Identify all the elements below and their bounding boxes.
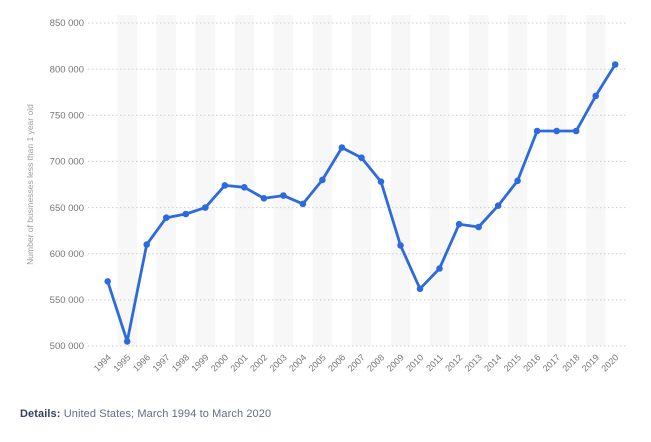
x-tick-label: 1994 [92, 352, 113, 373]
data-point-2009[interactable] [397, 242, 404, 249]
x-tick-label: 2016 [521, 352, 542, 373]
data-point-2015[interactable] [514, 177, 521, 185]
y-tick-label: 850 000 [50, 18, 84, 29]
details-text: United States; March 1994 to March 2020 [60, 408, 272, 420]
x-tick-label: 2001 [229, 352, 250, 373]
data-point-2011[interactable] [436, 265, 443, 272]
year-band [546, 15, 567, 346]
x-tick-label: 2020 [599, 352, 620, 373]
data-point-2016[interactable] [533, 127, 541, 135]
x-tick-label: 1995 [111, 352, 132, 373]
year-band [234, 15, 255, 346]
x-tick-label: 2005 [307, 352, 328, 373]
data-point-2005[interactable] [319, 176, 326, 184]
x-tick-label: 2018 [560, 352, 581, 373]
data-point-2012[interactable] [455, 220, 463, 228]
year-band [117, 15, 137, 346]
y-tick-label: 800 000 [50, 64, 84, 75]
x-tick-label: 2013 [463, 352, 484, 373]
y-tick-label: 500 000 [50, 341, 84, 352]
data-point-1995[interactable] [123, 338, 131, 345]
x-tick-label: 2000 [209, 352, 230, 373]
data-point-2018[interactable] [572, 127, 580, 135]
data-point-1996[interactable] [143, 241, 150, 248]
x-tick-label: 1997 [150, 352, 171, 373]
x-tick-label: 2017 [541, 352, 562, 373]
year-band [468, 15, 489, 346]
x-tick-label: 2002 [248, 352, 269, 373]
data-point-2000[interactable] [221, 182, 229, 189]
y-axis-title: Number of businesses less than 1 year ol… [25, 104, 35, 265]
year-band [156, 15, 177, 346]
line-chart: 850 000 800 000 750 000 700 000 650 000 600 0… [25, 15, 628, 374]
x-tick-label: 2007 [346, 352, 367, 373]
data-point-2001[interactable] [241, 184, 248, 191]
details-line: Details: United States; March 1994 to Ma… [20, 407, 271, 421]
data-point-2010[interactable] [416, 285, 424, 293]
data-point-2008[interactable] [377, 178, 385, 185]
year-band [390, 15, 411, 346]
year-band [273, 15, 294, 346]
year-band [351, 15, 372, 346]
x-tick-label: 2008 [365, 352, 386, 373]
x-tick-label: 1998 [170, 352, 191, 373]
x-tick-label: 1999 [189, 352, 210, 373]
data-point-2014[interactable] [494, 202, 502, 209]
data-point-1994[interactable] [104, 278, 111, 285]
x-tick-label: 2004 [287, 352, 308, 373]
x-tick-label: 2015 [502, 352, 523, 373]
year-band [195, 15, 216, 346]
data-point-2007[interactable] [358, 154, 365, 161]
x-tick-label: 1996 [131, 352, 152, 373]
y-tick-label: 550 000 [50, 295, 84, 306]
y-tick-label: 700 000 [50, 157, 84, 168]
line-chart-canvas: 850 000 800 000 750 000 700 000 650 000 600 0… [25, 15, 628, 374]
x-tick-label: 2003 [268, 352, 289, 373]
details-label: Details: [20, 408, 61, 420]
data-point-2019[interactable] [592, 92, 599, 100]
data-point-1999[interactable] [202, 204, 209, 211]
data-point-2006[interactable] [338, 144, 346, 151]
data-point-2020[interactable] [611, 61, 619, 68]
x-tick-label: 2009 [385, 352, 406, 373]
data-point-2002[interactable] [260, 195, 268, 202]
x-tick-label: 2014 [482, 352, 503, 373]
data-point-1998[interactable] [182, 210, 190, 218]
x-tick-label: 2019 [580, 352, 601, 373]
x-tick-label: 2011 [424, 352, 445, 373]
x-tick-label: 2010 [404, 352, 425, 373]
data-point-2013[interactable] [475, 223, 482, 231]
data-point-2017[interactable] [553, 127, 560, 135]
y-tick-label: 650 000 [50, 203, 84, 214]
x-tick-label: 2012 [443, 352, 464, 373]
year-band [429, 15, 450, 346]
year-band [585, 15, 606, 346]
x-tick-label: 2006 [326, 352, 347, 373]
data-point-2004[interactable] [299, 200, 307, 208]
y-tick-label: 750 000 [50, 111, 84, 122]
y-tick-label: 600 000 [50, 249, 84, 260]
data-point-2003[interactable] [280, 192, 287, 199]
data-point-1997[interactable] [163, 214, 170, 221]
